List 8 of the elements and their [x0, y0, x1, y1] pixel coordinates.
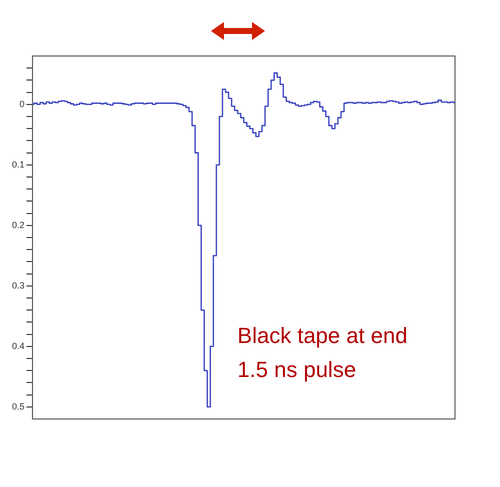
y-tick-label: 0	[19, 98, 25, 109]
y-tick-label: 0.5	[12, 401, 25, 412]
y-tick-label: 0.4	[12, 340, 25, 351]
annotation: 1.5 ns pulse	[237, 356, 356, 382]
y-tick-label: 0.1	[12, 159, 25, 170]
annotation: Black tape at end	[237, 322, 408, 348]
y-tick-label: 0.2	[12, 220, 25, 230]
y-tick-label: 0.3	[12, 280, 25, 290]
